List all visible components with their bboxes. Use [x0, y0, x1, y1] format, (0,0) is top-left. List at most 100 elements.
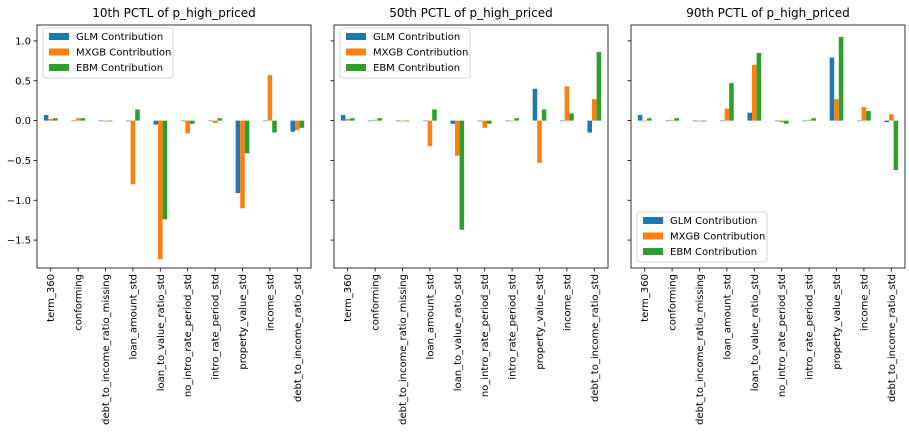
legend-label: EBM Contribution — [373, 63, 460, 74]
bar — [295, 120, 300, 131]
bar — [541, 109, 547, 121]
legend-swatch — [49, 48, 69, 56]
bar — [893, 120, 899, 171]
bar — [153, 120, 159, 125]
bar — [263, 120, 268, 122]
bar — [80, 118, 85, 121]
bar — [340, 115, 346, 121]
bar — [697, 120, 702, 122]
bar — [889, 114, 894, 121]
legend-swatch — [346, 48, 366, 56]
legend-label: MXGB Contribution — [373, 48, 468, 59]
y-tick-label: −1.5 — [7, 236, 31, 247]
legend-label: GLM Contribution — [373, 32, 460, 43]
bar — [180, 120, 186, 122]
legend-swatch — [643, 248, 663, 255]
series-3 — [52, 109, 305, 220]
x-tick-label: loan_to_value_ratio_std — [453, 274, 464, 391]
series-1 — [637, 57, 890, 123]
legend-swatch — [49, 64, 69, 71]
bar — [158, 120, 163, 260]
bar — [692, 120, 698, 122]
bar — [834, 99, 839, 121]
subplot-title: 90th PCTL of p_high_priced — [686, 6, 849, 20]
subplot-2: 50th PCTL of p_high_priced term_360 confor… — [330, 6, 609, 425]
bar — [423, 120, 428, 122]
axes-frame — [333, 24, 609, 269]
legend: GLM Contribution MXGB Contribution EBM Con… — [339, 27, 471, 79]
bar — [290, 120, 296, 132]
bar — [505, 120, 510, 122]
bar — [368, 120, 373, 122]
bar — [756, 52, 762, 121]
x-tick-label: intro_rate_period_std — [805, 274, 816, 380]
bar — [189, 120, 195, 124]
bar — [43, 115, 49, 121]
x-tick-label: property_value_std — [238, 274, 249, 370]
x-tick-label: debt_to_income_ratio_std — [293, 274, 304, 402]
bar — [48, 119, 53, 121]
series-2 — [48, 75, 300, 260]
series-3 — [646, 36, 899, 171]
x-tick-label: conforming — [371, 274, 382, 331]
bar — [98, 120, 104, 122]
bar — [811, 118, 816, 121]
subplot-1: 10th PCTL of p_high_priced −1.5 −1.0 −0.5 0.… — [7, 6, 312, 425]
bar — [52, 118, 58, 121]
series-1 — [43, 115, 296, 194]
bar — [752, 64, 757, 121]
subplot-3: 90th PCTL of p_high_priced term_360 confor… — [627, 6, 906, 425]
bar — [857, 120, 862, 122]
bar — [377, 118, 382, 121]
y-tick-label: 0.0 — [15, 116, 31, 127]
bar — [596, 52, 602, 121]
x-tick-label: debt_to_income_ratio_missing — [695, 274, 706, 425]
bar — [345, 119, 350, 121]
bar — [208, 120, 213, 122]
x-tick-label: conforming — [74, 274, 85, 331]
x-tick-label: no_intro_rate_period_std — [183, 274, 194, 397]
x-tick-label: term_360 — [343, 274, 354, 322]
legend-swatch — [49, 33, 69, 40]
bar — [701, 120, 707, 122]
bar — [107, 120, 113, 122]
bar — [642, 120, 647, 122]
bar — [637, 115, 643, 121]
bar — [720, 120, 725, 122]
bar — [212, 120, 218, 123]
bar — [779, 120, 784, 123]
bar — [646, 118, 652, 121]
bar — [569, 113, 574, 121]
legend-box — [42, 27, 174, 79]
bar — [240, 120, 245, 209]
bar — [665, 120, 670, 122]
x-tick-label: loan_amount_std — [722, 274, 733, 359]
bar — [455, 120, 460, 156]
bar — [372, 119, 378, 121]
x-tick-label: income_std — [859, 274, 870, 331]
bar — [537, 120, 542, 163]
x-tick-label: loan_to_value_ratio_std — [750, 274, 761, 391]
bar — [482, 120, 487, 128]
bar — [299, 120, 305, 128]
x-tick-label: debt_to_income_ratio_std — [590, 274, 601, 402]
bar — [514, 118, 519, 121]
legend-label: EBM Contribution — [670, 247, 757, 258]
bar — [450, 120, 456, 124]
series-2 — [642, 64, 894, 123]
x-tick-label: income_std — [265, 274, 276, 331]
bar — [130, 120, 136, 185]
x-tick-label: no_intro_rate_period_std — [777, 274, 788, 397]
bar — [866, 111, 871, 121]
bar — [71, 120, 76, 122]
bar — [427, 120, 433, 147]
x-tick-label: no_intro_rate_period_std — [480, 274, 491, 397]
bar — [267, 75, 273, 121]
bar — [729, 83, 734, 121]
axes-frame — [630, 24, 906, 269]
bar — [674, 118, 679, 121]
x-tick-label: debt_to_income_ratio_missing — [398, 274, 409, 425]
bar — [486, 120, 492, 124]
subplot-title: 50th PCTL of p_high_priced — [389, 6, 552, 20]
x-tick-label: loan_amount_std — [425, 274, 436, 359]
